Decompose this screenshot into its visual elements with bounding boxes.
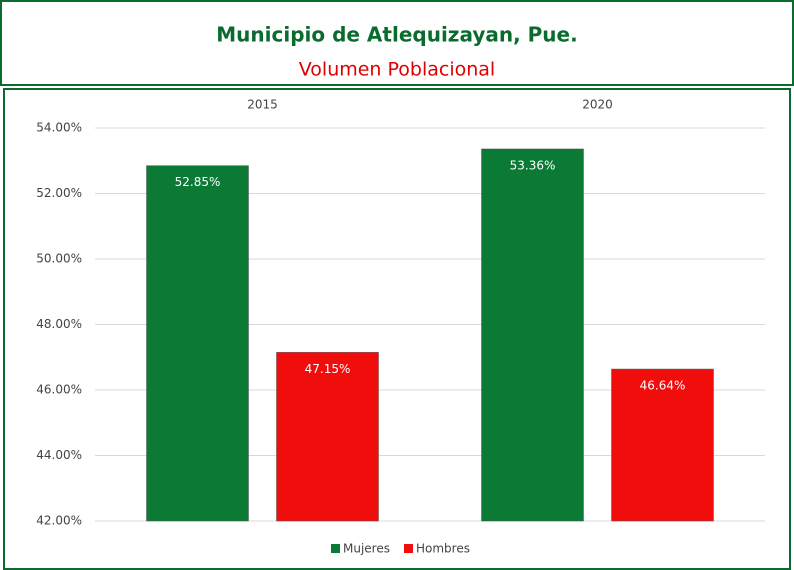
x-tick-label: 2020: [582, 98, 613, 112]
bar: [276, 352, 379, 522]
y-tick-label: 46.00%: [36, 383, 82, 397]
legend-label: Hombres: [416, 542, 470, 556]
bar: [146, 165, 249, 522]
legend-swatch: [403, 544, 413, 553]
y-tick-label: 50.00%: [36, 252, 82, 266]
title-box: [0, 0, 794, 86]
chart-subtitle: Volumen Poblacional: [299, 59, 495, 81]
data-label: 53.36%: [510, 158, 556, 172]
y-tick-label: 48.00%: [36, 317, 82, 331]
bar: [481, 148, 584, 522]
y-tick-label: 52.00%: [36, 186, 82, 200]
data-label: 46.64%: [640, 379, 686, 393]
legend-label: Mujeres: [343, 542, 390, 556]
data-label: 47.15%: [305, 362, 351, 376]
bar: [611, 368, 714, 522]
y-tick-label: 42.00%: [36, 514, 82, 528]
legend-swatch: [331, 544, 340, 553]
y-tick-label: 54.00%: [36, 121, 82, 135]
chart-title: Municipio de Atlequizayan, Pue.: [216, 23, 577, 47]
data-label: 52.85%: [175, 175, 221, 189]
y-tick-label: 44.00%: [36, 448, 82, 462]
x-tick-label: 2015: [247, 98, 278, 112]
